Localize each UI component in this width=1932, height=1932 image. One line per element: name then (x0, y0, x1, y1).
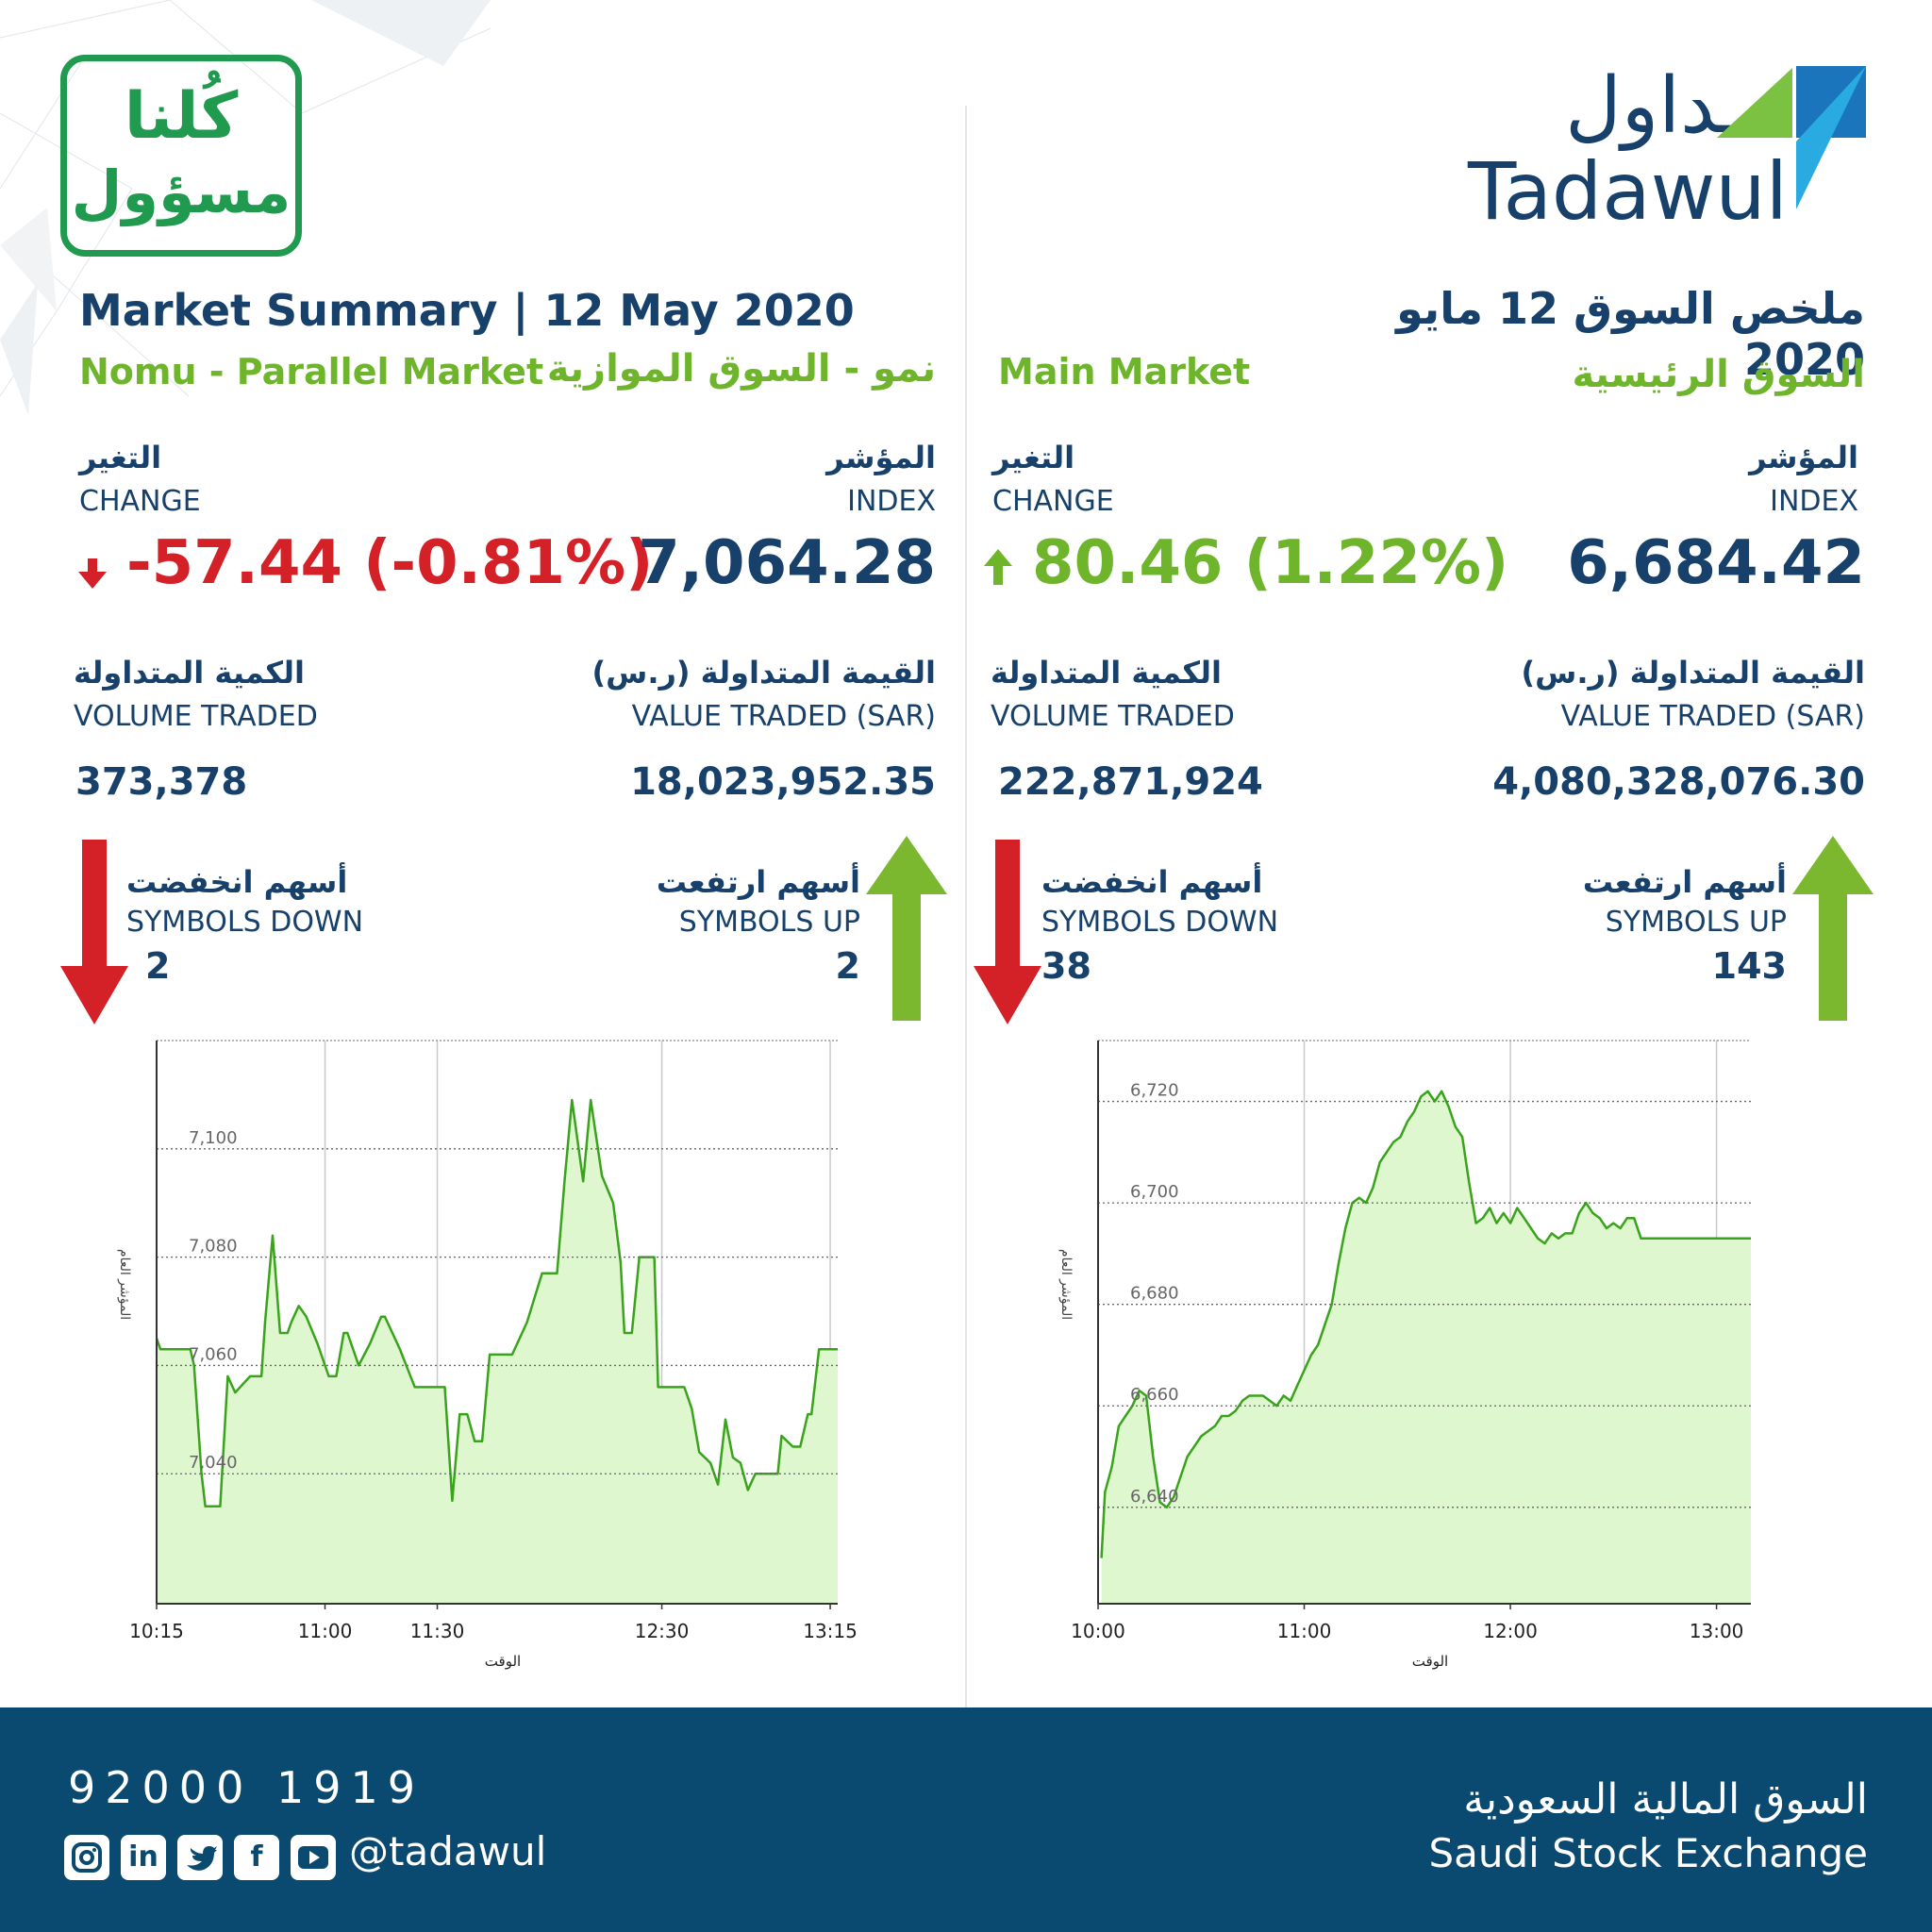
linkedin-icon[interactable]: in (121, 1835, 166, 1880)
y-tick-label: 6,700 (1130, 1182, 1179, 1202)
main-value-traded-label-en: VALUE TRADED (SAR) (1560, 700, 1865, 733)
x-tick-label: 11:00 (298, 1620, 353, 1642)
main-index-value: 6,684.42 (1567, 528, 1865, 598)
y-axis-title: المؤشر العام (117, 1249, 132, 1320)
title-english: Market Summary | 12 May 2020 (79, 285, 855, 336)
y-tick-label: 7,060 (189, 1344, 238, 1364)
exchange-name-arabic: السوق المالية السعودية (1463, 1775, 1868, 1824)
nomu-symbols-down-label-ar: أسهم انخفضت (126, 864, 348, 900)
main-change-label-en: CHANGE (992, 485, 1114, 518)
nomu-index-chart: 7,040 7,060 7,080 7,100 10:15 11:00 11:30 12:30… (117, 1040, 858, 1670)
background-network-decoration (0, 0, 491, 415)
main-symbols-down-label-en: SYMBOLS DOWN (1041, 906, 1279, 939)
y-tick-label: 6,680 (1130, 1284, 1179, 1304)
x-tick-label: 12:30 (635, 1620, 690, 1642)
main-value-traded-label-ar: القيمة المتداولة (ر.س) (1521, 655, 1865, 691)
social-handle[interactable]: @tadawul (349, 1828, 547, 1874)
campaign-line2: مسؤول (71, 158, 291, 226)
x-tick-label: 10:15 (129, 1620, 184, 1642)
nomu-volume-label-en: VOLUME TRADED (74, 700, 318, 733)
symbols-up-arrow-icon (866, 836, 947, 1021)
nomu-volume-value: 373,378 (75, 760, 248, 804)
arrow-up-icon (984, 549, 1012, 585)
nomu-symbols-up-label-ar: أسهم ارتفعت (656, 864, 860, 900)
x-tick-label: 13:15 (803, 1620, 858, 1642)
main-symbols-up-label-en: SYMBOLS UP (1605, 906, 1787, 939)
x-tick-label: 11:00 (1277, 1620, 1332, 1642)
main-value-traded: 4,080,328,076.30 (1492, 760, 1865, 804)
main-name-english: Main Market (998, 351, 1251, 392)
main-index-label-ar: المؤشر (1749, 440, 1858, 475)
x-tick-label: 10:00 (1071, 1620, 1125, 1642)
main-symbols-down-label-ar: أسهم انخفضت (1041, 864, 1263, 900)
main-symbols-up-arrow-icon (1792, 836, 1874, 1021)
nomu-value-traded-label-ar: القيمة المتداولة (ر.س) (591, 655, 936, 691)
nomu-name-english: Nomu - Parallel Market (79, 351, 544, 392)
twitter-icon[interactable] (177, 1835, 223, 1880)
nomu-index-label-en: INDEX (847, 485, 936, 518)
facebook-icon[interactable]: f (234, 1835, 279, 1880)
main-symbols-down-count: 38 (1041, 945, 1091, 987)
youtube-icon[interactable] (291, 1835, 336, 1880)
y-tick-label: 6,720 (1130, 1081, 1179, 1101)
main-symbols-up-label-ar: أسهم ارتفعت (1582, 864, 1787, 900)
y-tick-label: 7,080 (189, 1237, 238, 1257)
x-axis-title: الوقت (1412, 1653, 1448, 1670)
x-tick-label: 11:30 (410, 1620, 465, 1642)
x-axis-title: الوقت (485, 1653, 521, 1670)
main-index-chart: 6,640 6,660 6,680 6,700 6,720 10:00 11:00 12:00… (1058, 1040, 1751, 1670)
center-divider (965, 106, 967, 1709)
nomu-value-traded: 18,023,952.35 (630, 760, 936, 804)
x-tick-label: 12:00 (1483, 1620, 1538, 1642)
main-volume-value: 222,871,924 (998, 760, 1263, 804)
nomu-change-label-ar: التغير (79, 440, 162, 475)
logo-english: Tadawul (1468, 145, 1788, 238)
y-tick-label: 7,100 (189, 1128, 238, 1148)
nomu-symbols-up-label-en: SYMBOLS UP (678, 906, 860, 939)
instagram-icon[interactable] (64, 1835, 109, 1880)
campaign-line1: كُلنا (124, 79, 239, 154)
exchange-name-english: Saudi Stock Exchange (1428, 1830, 1868, 1876)
main-volume-label-ar: الكمية المتداولة (991, 655, 1222, 691)
nomu-change-value: -57.44 (-0.81%) (126, 528, 654, 598)
symbols-down-arrow-icon (60, 840, 128, 1024)
main-symbols-down-arrow-icon (974, 840, 1041, 1024)
nomu-index-value: 7,064.28 (638, 528, 936, 598)
index-area-fill (1101, 1091, 1751, 1604)
y-tick-label: 7,040 (189, 1453, 238, 1473)
nomu-change-label-en: CHANGE (79, 485, 201, 518)
main-index-label-en: INDEX (1770, 485, 1858, 518)
nomu-index-label-ar: المؤشر (826, 440, 936, 475)
campaign-badge: كُلنا مسؤول (60, 55, 302, 257)
y-axis-title: المؤشر العام (1058, 1249, 1074, 1320)
nomu-value-traded-label-en: VALUE TRADED (SAR) (631, 700, 936, 733)
index-area-fill (157, 1100, 838, 1604)
nomu-symbols-down-count: 2 (145, 945, 171, 987)
main-volume-label-en: VOLUME TRADED (991, 700, 1235, 733)
main-name-arabic: السوق الرئيسية (1572, 353, 1865, 396)
nomu-volume-label-ar: الكمية المتداولة (74, 655, 305, 691)
main-symbols-up-count: 143 (1711, 945, 1787, 987)
nomu-symbols-down-label-en: SYMBOLS DOWN (126, 906, 364, 939)
main-change-label-ar: التغير (992, 440, 1075, 475)
nomu-name-arabic: نمو - السوق الموازية (546, 347, 936, 391)
arrow-down-icon (78, 558, 107, 589)
y-tick-label: 6,640 (1130, 1487, 1179, 1507)
footer-bar (0, 1707, 1932, 1932)
title-arabic: ملخص السوق 12 مايو 2020 (1396, 283, 1865, 385)
main-change-value: 80.46 (1.22%) (1032, 528, 1509, 598)
nomu-symbols-up-count: 2 (835, 945, 860, 987)
phone-number[interactable]: 92000 1919 (68, 1762, 425, 1813)
tadawul-logo-mark-icon (1717, 66, 1866, 209)
x-tick-label: 13:00 (1690, 1620, 1744, 1642)
index-line (1100, 1090, 1751, 1558)
index-line (155, 1098, 838, 1507)
y-tick-label: 6,660 (1130, 1385, 1179, 1405)
